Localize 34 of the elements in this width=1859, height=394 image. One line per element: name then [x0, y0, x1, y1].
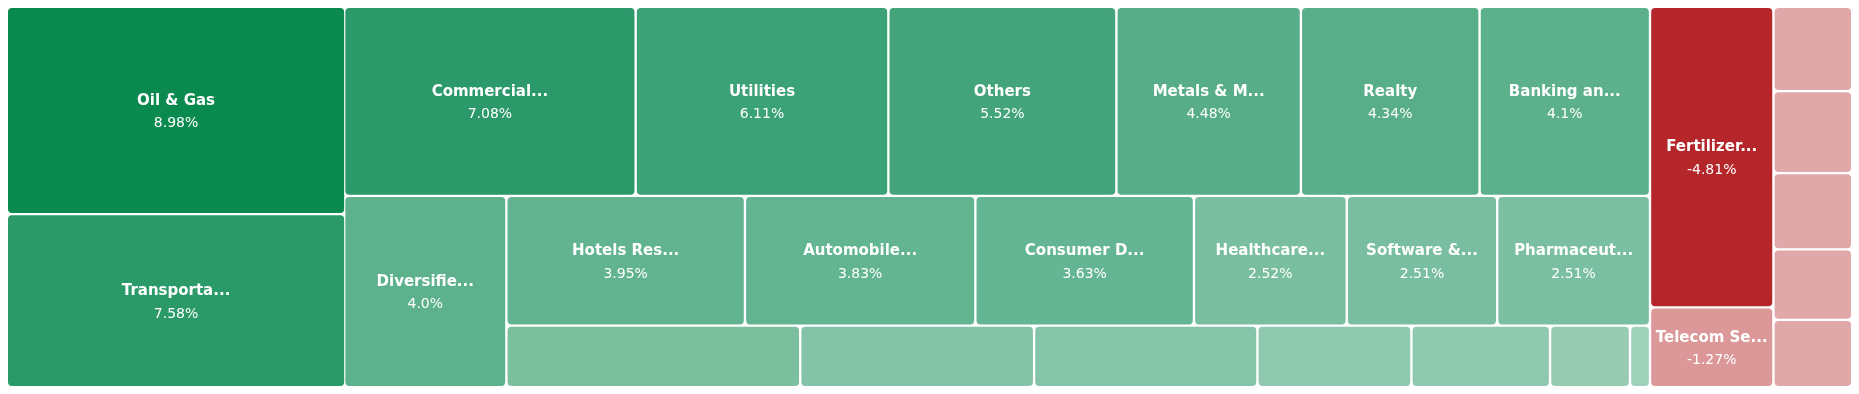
data-label: 4.0%	[407, 295, 444, 312]
data-label: 7.08%	[467, 105, 513, 122]
category-label: Software &...	[1366, 241, 1478, 260]
data-label: 3.63%	[1062, 264, 1107, 281]
category-label: Hotels Res...	[572, 241, 680, 260]
data-label: 4.34%	[1368, 105, 1413, 122]
category-label: Automobile...	[803, 241, 918, 260]
category-label: Diversifie...	[376, 271, 474, 290]
data-label: -4.81%	[1686, 161, 1737, 178]
category-label: Utilities	[728, 81, 796, 100]
category-label: Fertilizer...	[1666, 137, 1758, 156]
category-label: Realty	[1363, 81, 1418, 100]
data-label: -1.27%	[1686, 351, 1737, 368]
category-label: Transporta...	[121, 280, 231, 299]
category-label: Commercial...	[431, 81, 549, 100]
data-label: 6.11%	[739, 105, 785, 122]
category-label: Telecom Se...	[1655, 327, 1768, 346]
data-label: 2.51%	[1399, 264, 1445, 281]
category-label: Metals & M...	[1152, 81, 1265, 100]
data-label: 3.83%	[837, 264, 883, 281]
category-label: Healthcare...	[1215, 241, 1326, 260]
data-label: 7.58%	[153, 304, 199, 321]
data-label: 8.98%	[153, 114, 199, 131]
data-label: 4.1%	[1547, 105, 1583, 122]
category-label: Others	[973, 81, 1031, 100]
category-label: Banking an...	[1508, 81, 1621, 100]
data-label: 2.52%	[1248, 264, 1293, 281]
data-label: 4.48%	[1186, 105, 1231, 122]
category-label: Pharmaceut...	[1514, 241, 1634, 260]
data-label: 5.52%	[980, 105, 1025, 122]
data-label: 2.51%	[1551, 264, 1596, 281]
category-label: Oil & Gas	[137, 90, 216, 109]
data-label: 3.95%	[603, 264, 648, 281]
category-label: Consumer D...	[1024, 241, 1145, 260]
